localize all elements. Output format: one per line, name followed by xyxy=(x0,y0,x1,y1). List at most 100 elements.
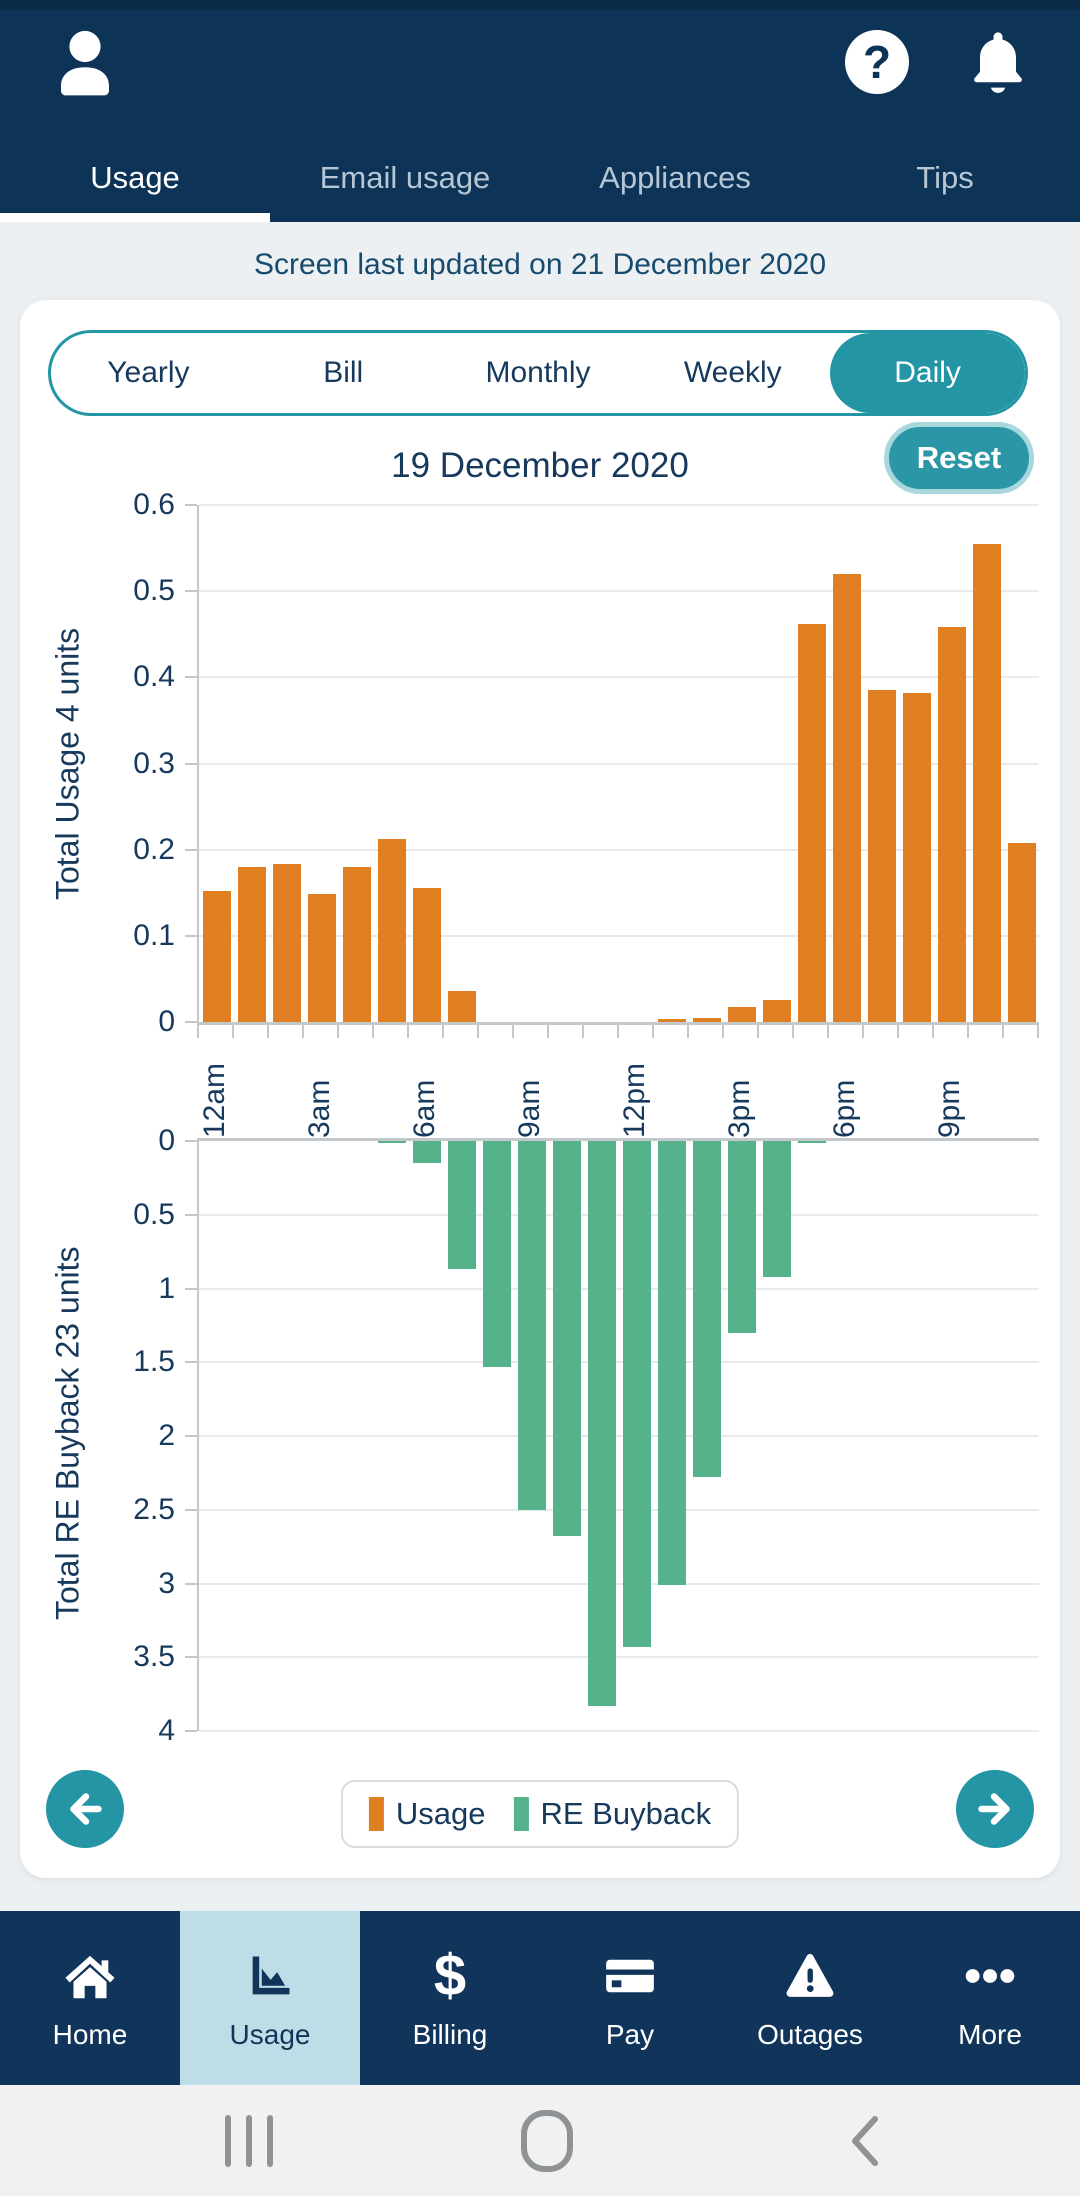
re-buyback-bar-10am[interactable] xyxy=(552,1141,581,1537)
y-axis-label: 0.1 xyxy=(133,918,175,952)
usage-bar-4am[interactable] xyxy=(342,866,371,1022)
tab-appliances[interactable]: Appliances xyxy=(599,160,751,195)
nav-item-billing[interactable]: $ Billing xyxy=(360,1911,540,2085)
usage-bar-10pm[interactable] xyxy=(972,543,1001,1022)
last-updated-text: Screen last updated on 21 December 2020 xyxy=(253,248,827,281)
more-dots-icon xyxy=(961,1945,1019,2007)
x-axis-tick xyxy=(827,1025,829,1038)
re-buyback-bar-3pm[interactable] xyxy=(727,1141,756,1333)
y-axis-tick xyxy=(185,1213,197,1216)
usage-bar-12am[interactable] xyxy=(202,891,231,1022)
x-axis-tick xyxy=(897,1025,899,1038)
period-option-yearly[interactable]: Yearly xyxy=(107,356,190,389)
gridline xyxy=(199,848,1039,851)
usage-bar-5pm[interactable] xyxy=(797,623,826,1022)
gridline xyxy=(199,1730,1039,1732)
period-option-bill[interactable]: Bill xyxy=(323,356,364,389)
bell-notifications-icon[interactable] xyxy=(962,26,1034,100)
right-arrow-icon xyxy=(978,1793,1010,1825)
gridline xyxy=(199,1287,1039,1290)
help-icon[interactable]: ? xyxy=(845,30,909,94)
x-axis-tick xyxy=(687,1025,689,1038)
y-axis-tick xyxy=(185,1140,197,1142)
android-back-button[interactable] xyxy=(845,2113,881,2169)
y-axis-tick xyxy=(185,1361,197,1364)
warning-triangle-icon xyxy=(782,1945,838,2007)
usage-bar-2am[interactable] xyxy=(272,864,301,1022)
period-option-weekly[interactable]: Weekly xyxy=(683,356,782,389)
gridline xyxy=(199,1361,1039,1364)
re-buyback-bar-8am[interactable] xyxy=(482,1141,511,1367)
nav-item-more[interactable]: More xyxy=(900,1911,1080,2085)
usage-bar-6am[interactable] xyxy=(412,888,441,1022)
usage-bar-1am[interactable] xyxy=(237,866,266,1022)
app-header: ? Usage Email usage Appliances Tips xyxy=(0,0,1080,222)
usage-bar-7am[interactable] xyxy=(447,990,476,1022)
usage-bar-5am[interactable] xyxy=(377,839,406,1022)
tab-usage[interactable]: Usage xyxy=(90,160,180,195)
usage-bar-3pm[interactable] xyxy=(727,1006,756,1022)
usage-swatch xyxy=(368,1797,384,1831)
tab-email-usage[interactable]: Email usage xyxy=(319,160,491,195)
reset-button[interactable]: Reset xyxy=(884,422,1034,494)
legend-item-usage[interactable]: Usage xyxy=(368,1796,486,1832)
usage-bar-7pm[interactable] xyxy=(867,690,896,1022)
x-axis-tick xyxy=(862,1025,864,1038)
x-axis-tick xyxy=(547,1025,549,1038)
y-axis-tick xyxy=(185,1730,197,1732)
usage-bar-1pm[interactable] xyxy=(657,1019,686,1022)
top-tab-bar: Usage Email usage Appliances Tips xyxy=(0,146,1080,210)
nav-item-usage[interactable]: Usage xyxy=(180,1911,360,2085)
usage-bar-8pm[interactable] xyxy=(902,692,931,1022)
tab-tips[interactable]: Tips xyxy=(916,160,974,195)
x-axis-label: 3am xyxy=(302,1079,336,1138)
usage-bar-2pm[interactable] xyxy=(692,1017,721,1022)
y-axis-label: 2 xyxy=(158,1419,175,1452)
gridline xyxy=(199,934,1039,937)
re-buyback-bar-9am[interactable] xyxy=(517,1141,546,1510)
usage-bar-3am[interactable] xyxy=(307,893,336,1022)
previous-day-button[interactable] xyxy=(46,1770,124,1848)
period-option-monthly[interactable]: Monthly xyxy=(485,356,591,389)
legend-item-re-buyback[interactable]: RE Buyback xyxy=(513,1796,711,1832)
usage-bar-11pm[interactable] xyxy=(1007,842,1036,1022)
usage-bar-9pm[interactable] xyxy=(937,627,966,1022)
re-buyback-bar-4pm[interactable] xyxy=(762,1141,791,1277)
y-axis-label: 0.5 xyxy=(133,1197,175,1231)
android-home-button[interactable] xyxy=(521,2110,573,2172)
nav-item-home[interactable]: Home xyxy=(0,1911,180,2085)
re-buyback-bar-2pm[interactable] xyxy=(692,1141,721,1478)
x-axis-tick xyxy=(337,1025,339,1038)
period-option-daily[interactable]: Daily xyxy=(830,333,1025,413)
x-axis-label: 3pm xyxy=(722,1079,756,1138)
x-axis-ticks xyxy=(197,1022,1039,1038)
re-buyback-bar-7am[interactable] xyxy=(447,1141,476,1270)
x-axis-tick xyxy=(267,1025,269,1038)
nav-home-label: Home xyxy=(52,2019,128,2050)
nav-item-pay[interactable]: Pay xyxy=(540,1911,720,2085)
chart-date-title: 19 December 2020 xyxy=(391,446,689,485)
re-buyback-bar-5pm[interactable] xyxy=(797,1141,826,1143)
android-recents-button[interactable] xyxy=(225,2115,273,2167)
gridline xyxy=(199,676,1039,679)
re-buyback-bar-6am[interactable] xyxy=(412,1141,441,1164)
usage-chart-icon xyxy=(242,1945,298,2007)
nav-item-outages[interactable]: Outages xyxy=(720,1911,900,2085)
x-axis-label: 9pm xyxy=(932,1079,966,1138)
y-axis-tick xyxy=(185,1287,197,1290)
next-day-button[interactable] xyxy=(956,1770,1034,1848)
usage-bar-6pm[interactable] xyxy=(832,573,861,1022)
y-axis-label: 1 xyxy=(158,1271,175,1305)
usage-bar-4pm[interactable] xyxy=(762,1000,791,1022)
re-buyback-bar-5am[interactable] xyxy=(377,1141,406,1143)
x-axis-tick xyxy=(302,1025,304,1038)
profile-person-icon[interactable] xyxy=(52,26,124,106)
x-axis-tick xyxy=(477,1025,479,1038)
credit-card-icon xyxy=(600,1945,660,2007)
y-axis-label: 0 xyxy=(158,1124,175,1157)
x-axis-tick xyxy=(792,1025,794,1038)
re-buyback-bar-12pm[interactable] xyxy=(622,1141,651,1647)
y-axis-tick xyxy=(185,1435,197,1437)
re-buyback-bar-11am[interactable] xyxy=(587,1141,616,1706)
re-buyback-bar-1pm[interactable] xyxy=(657,1141,686,1585)
